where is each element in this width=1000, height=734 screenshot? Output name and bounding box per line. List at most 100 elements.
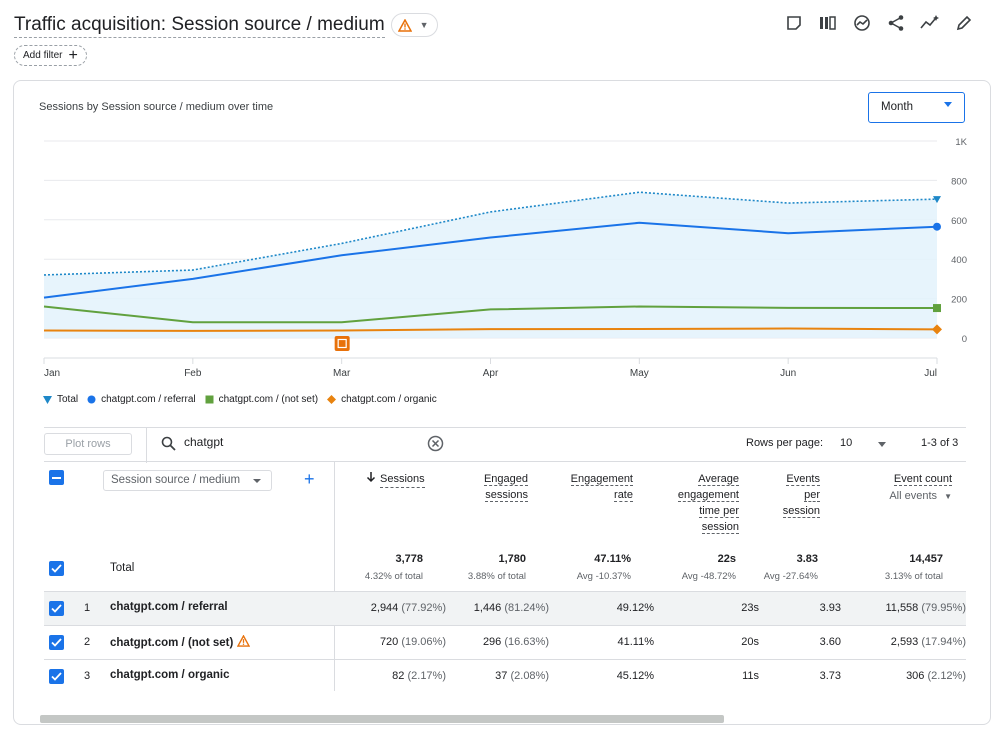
row-checkbox[interactable]: [49, 601, 64, 616]
y-tick-label: 200: [951, 295, 967, 306]
metric-value: 82: [392, 670, 405, 682]
row-checkbox[interactable]: [49, 669, 64, 684]
x-tick-label: Mar: [333, 368, 351, 379]
x-tick-label: Jun: [780, 368, 796, 379]
y-tick-label: 800: [951, 176, 967, 187]
legend-item[interactable]: chatgpt.com / referral: [86, 394, 196, 405]
legend-item[interactable]: Total: [42, 394, 78, 405]
totals-label: Total: [110, 562, 135, 574]
metric-value: 11s: [742, 670, 759, 682]
total-subtext: Avg -27.64%: [763, 571, 818, 582]
insights-icon[interactable]: [852, 13, 872, 33]
horizontal-scrollbar[interactable]: [40, 715, 724, 723]
chart-title: Sessions by Session source / medium over…: [39, 101, 274, 113]
event-count-header[interactable]: Event count All events ▼: [854, 471, 952, 505]
row-dimension[interactable]: chatgpt.com / organic: [110, 669, 230, 681]
plus-icon: +: [68, 46, 78, 64]
trend-icon[interactable]: [920, 13, 940, 33]
metric-value: 45.12%: [616, 670, 654, 682]
row-dimension[interactable]: chatgpt.com / referral: [110, 601, 228, 613]
row-dimension-label: chatgpt.com / (not set): [110, 636, 234, 649]
clear-search-icon[interactable]: [427, 435, 444, 452]
series-line: [43, 305, 938, 324]
avg-engagement-time-header-label: Average engagement time per session: [677, 473, 739, 534]
legend-label: Total: [57, 394, 79, 405]
add-filter-button[interactable]: Add filter +: [14, 45, 87, 66]
legend-label: chatgpt.com / organic: [341, 394, 437, 405]
row-metric-value: 37 (2.08%): [495, 670, 549, 682]
chevron-down-icon: [253, 479, 261, 483]
metric-value: 3.73: [819, 670, 841, 682]
report-title-bar: Traffic acquisition: Session source / me…: [14, 12, 438, 38]
rows-per-page-select[interactable]: 10: [840, 437, 853, 449]
add-dimension-button[interactable]: +: [304, 469, 315, 489]
table-row[interactable]: 1 chatgpt.com / referral 2,944 (77.92%) 1,4…: [44, 591, 966, 625]
row-index: 1: [84, 602, 91, 614]
metric-value: 20s: [741, 636, 759, 648]
table-row[interactable]: 2 chatgpt.com / (not set) 720 (19.06%) 296 …: [44, 625, 966, 659]
metric-value: 1,446: [473, 602, 502, 614]
metric-value: 3.60: [819, 636, 841, 648]
row-metric-value: 1,446 (81.24%): [474, 602, 549, 614]
y-tick-label: 600: [951, 216, 967, 227]
line-chart: 1K 800 600 400 200 0 Jan Feb Mar Apr May Jun Jul: [43, 137, 968, 379]
total-value: 14,457: [909, 553, 943, 565]
total-subtext: 3.13% of total: [884, 571, 943, 582]
row-dimension[interactable]: chatgpt.com / (not set): [110, 634, 251, 650]
row-metric-value: 20s: [741, 636, 759, 648]
chevron-down-icon[interactable]: [878, 442, 886, 447]
compare-icon[interactable]: [818, 13, 838, 33]
pagination-range: 1-3 of 3: [921, 437, 959, 449]
avg-engagement-time-header[interactable]: Average engagement time per session: [669, 471, 739, 535]
search-icon: [161, 436, 176, 451]
edit-icon[interactable]: [954, 13, 974, 33]
series-end-marker: [933, 222, 941, 231]
y-tick-label: 0: [962, 334, 967, 345]
legend-item[interactable]: chatgpt.com / (not set): [204, 394, 318, 405]
engagement-rate-header-label: Engagement rate: [570, 473, 633, 502]
events-per-session-header[interactable]: Events per session: [774, 471, 820, 519]
dimension-label: Session source / medium: [111, 474, 241, 486]
granularity-select[interactable]: Month: [868, 92, 965, 123]
circle-icon: [87, 395, 96, 404]
metric-value: 11,558: [885, 602, 919, 614]
row-metric-value: 3.93: [820, 602, 841, 614]
total-value: 1,780: [498, 553, 526, 565]
notes-icon[interactable]: [784, 13, 804, 33]
pin-icon: [43, 396, 52, 404]
table-row[interactable]: 3 chatgpt.com / organic 82 (2.17%) 37 (2.08…: [44, 659, 966, 693]
legend-item[interactable]: chatgpt.com / organic: [326, 394, 437, 405]
total-subtext: Avg -48.72%: [681, 571, 736, 582]
warning-icon: [397, 18, 412, 32]
total-value: 3.83: [796, 553, 818, 565]
metric-percent: (2.12%): [924, 670, 966, 682]
warning-icon[interactable]: [237, 634, 251, 650]
x-tick-label: May: [630, 368, 649, 379]
report-card: Sessions by Session source / medium over…: [13, 80, 991, 725]
chevron-down-icon: ▼: [944, 492, 952, 501]
engagement-rate-header[interactable]: Engagement rate: [563, 471, 633, 503]
row-metric-value: 49.12%: [617, 602, 654, 614]
share-icon[interactable]: [886, 13, 906, 33]
select-all-checkbox[interactable]: [49, 470, 64, 485]
square-icon: [205, 395, 214, 404]
diamond-icon: [327, 395, 337, 404]
sessions-header[interactable]: Sessions: [366, 471, 425, 488]
row-metric-value: 45.12%: [617, 670, 654, 682]
dimension-select[interactable]: Session source / medium: [103, 470, 272, 491]
metric-percent: (17.94%): [918, 636, 966, 648]
plot-rows-button[interactable]: Plot rows: [44, 433, 132, 455]
page-title[interactable]: Traffic acquisition: Session source / me…: [14, 13, 385, 38]
data-quality-chip[interactable]: ▼: [390, 13, 438, 37]
x-tick-label: Jul: [924, 368, 937, 379]
total-subtext: 3.88% of total: [467, 571, 526, 582]
total-value: 22s: [717, 553, 736, 565]
metric-value: 720: [379, 636, 399, 648]
totals-checkbox[interactable]: [49, 561, 64, 576]
row-checkbox[interactable]: [49, 635, 64, 650]
row-metric-value: 82 (2.17%): [392, 670, 446, 682]
event-filter-select[interactable]: All events ▼: [854, 488, 952, 505]
engaged-sessions-header[interactable]: Engaged sessions: [478, 471, 528, 503]
search-input[interactable]: [184, 435, 424, 449]
x-tick-label: Jan: [44, 368, 60, 379]
